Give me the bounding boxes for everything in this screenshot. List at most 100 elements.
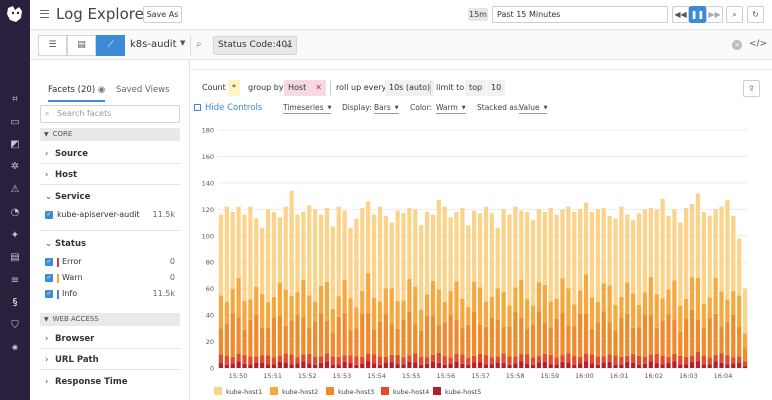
bar-segment-kube-host3 <box>678 331 683 356</box>
bar-segment-kube-host4 <box>301 354 306 362</box>
chevron-down-icon[interactable]: ▼ <box>180 39 186 47</box>
security-icon[interactable]: ⛉ <box>11 320 19 331</box>
back-icon[interactable]: ◀◀ <box>672 6 689 23</box>
bar-segment-kube-host2 <box>348 298 353 331</box>
close-icon[interactable]: ✕ <box>315 83 322 92</box>
list-view-button[interactable]: ☰ <box>38 35 67 56</box>
facet-group-service[interactable]: ⌄ Service <box>45 192 90 202</box>
analytics-view-button[interactable]: ⟋ <box>96 35 125 56</box>
remove-filter-icon[interactable]: × <box>284 41 291 50</box>
hide-controls-toggle[interactable]: Hide Controls <box>194 103 262 113</box>
monitor-icon[interactable]: ▭ <box>10 117 20 128</box>
display-selector[interactable]: Bars ▼ <box>374 103 399 114</box>
stacked-value: Value <box>519 103 540 112</box>
facet-item-label: Warn <box>62 273 83 282</box>
tab-saved-views[interactable]: Saved Views <box>116 85 170 95</box>
bar-segment-kube-host4 <box>460 354 465 364</box>
code-view-icon[interactable]: </> <box>749 39 768 49</box>
measure-selector[interactable]: * <box>228 80 240 96</box>
checkbox-checked-icon[interactable]: ✓ <box>45 211 53 219</box>
bar-segment-kube-host3 <box>589 328 595 355</box>
bar-segment-kube-host2 <box>424 294 430 316</box>
binoculars-icon[interactable]: ⌗ <box>12 94 18 105</box>
bar-segment-kube-host4 <box>513 356 518 364</box>
bar-segment-kube-host2 <box>242 301 247 330</box>
clear-query-icon[interactable]: × <box>732 40 742 50</box>
bar-segment-kube-host2 <box>725 299 730 322</box>
bar-segment-kube-host1 <box>678 222 683 306</box>
refresh-icon[interactable]: ↻ <box>747 6 764 23</box>
bar-segment-kube-host3 <box>536 311 542 357</box>
alert-icon[interactable]: ⚠ <box>10 184 20 195</box>
facet-group-response-time[interactable]: › Response Time <box>45 377 127 387</box>
pattern-view-button[interactable]: ▤ <box>67 35 96 56</box>
divider <box>40 369 180 370</box>
time-shortcut-chip[interactable]: 15m <box>468 8 488 21</box>
facet-group-status[interactable]: ⌄ Status <box>45 239 86 249</box>
bar-segment-kube-host5 <box>660 364 665 368</box>
bar-segment-kube-host4 <box>448 357 453 364</box>
apm-icon[interactable]: ◔ <box>10 207 20 218</box>
checkbox-checked-icon[interactable]: ✓ <box>45 258 53 266</box>
pause-icon[interactable]: ❚❚ <box>689 6 706 23</box>
notebook-icon[interactable]: ▤ <box>10 252 20 263</box>
y-tick-label: 100 <box>202 232 214 240</box>
facet-group-host[interactable]: › Host <box>45 170 77 180</box>
facet-group-browser[interactable]: › Browser <box>45 334 94 344</box>
bar-segment-kube-host5 <box>472 362 477 368</box>
section-core[interactable]: ▼ CORE <box>40 128 180 141</box>
rollup-selector[interactable]: 10s (auto) <box>385 80 435 96</box>
group-by-field[interactable]: Host ✕ <box>284 80 326 96</box>
bar-segment-kube-host2 <box>737 295 742 328</box>
chevron-right-icon: › <box>45 334 49 344</box>
analytics-main: Count * group by Host ✕ roll up every 10… <box>190 60 772 400</box>
bar-segment-kube-host3 <box>701 327 706 356</box>
export-icon[interactable]: ⇪ <box>743 80 760 97</box>
bar-segment-kube-host3 <box>413 324 418 354</box>
eye-icon[interactable]: ◉ <box>97 85 106 95</box>
time-range-selector[interactable]: Past 15 Minutes <box>492 6 668 23</box>
save-as-button[interactable]: Save As <box>143 6 182 23</box>
chevron-down-icon: ▼ <box>44 316 49 323</box>
datadog-logo-icon[interactable] <box>4 3 26 25</box>
bar-segment-kube-host4 <box>731 357 736 364</box>
bar-segment-kube-host4 <box>377 356 383 365</box>
bar-segment-kube-host4 <box>607 354 612 362</box>
limit-value-input[interactable]: 10 <box>487 80 506 96</box>
logs-icon[interactable]: § <box>12 297 18 308</box>
forward-icon[interactable]: ▶▶ <box>706 6 723 23</box>
bar-segment-kube-host3 <box>601 311 606 357</box>
checkbox-checked-icon[interactable]: ✓ <box>45 290 53 298</box>
infrastructure-icon[interactable]: ✲ <box>10 161 20 172</box>
section-web-access[interactable]: ▼ WEB ACCESS <box>40 313 180 326</box>
bar-segment-kube-host4 <box>224 355 229 365</box>
filter-pill[interactable]: Status Code:401 × <box>213 36 297 55</box>
search-facets-input[interactable]: ⌕ Search facets <box>40 105 180 123</box>
facet-group-url-path[interactable]: › URL Path <box>45 355 99 365</box>
color-selector[interactable]: Warm ▼ <box>436 103 466 114</box>
facet-group-source[interactable]: › Source <box>45 149 88 159</box>
bar-segment-kube-host2 <box>589 297 595 329</box>
bar-segment-kube-host4 <box>554 357 559 365</box>
settings-icon[interactable]: ✷ <box>10 343 20 354</box>
bar-segment-kube-host1 <box>642 209 648 293</box>
integrations-icon[interactable]: ✦ <box>10 230 20 241</box>
checkbox-checked-icon[interactable]: ✓ <box>45 274 53 282</box>
tab-facets[interactable]: Facets (20) ◉ <box>48 85 106 102</box>
index-selector[interactable]: k8s-audit <box>130 39 177 50</box>
bar-segment-kube-host3 <box>648 314 653 355</box>
metrics-icon[interactable]: ≡ <box>10 275 20 286</box>
search-icon[interactable]: ⌕ <box>726 6 743 23</box>
viz-type-selector[interactable]: Timeseries ▼ <box>283 103 332 114</box>
bar-segment-kube-host5 <box>566 362 571 368</box>
bar-segment-kube-host4 <box>689 355 695 362</box>
bar-segment-kube-host1 <box>265 209 271 303</box>
menu-icon[interactable] <box>40 10 49 18</box>
aggregation-selector[interactable]: Count <box>202 83 226 92</box>
bar-segment-kube-host3 <box>519 317 524 355</box>
stacked-selector[interactable]: Value ▼ <box>519 103 548 114</box>
y-tick-label: 0 <box>210 365 214 373</box>
limit-direction-selector[interactable]: top <box>465 80 487 96</box>
dashboard-icon[interactable]: ◩ <box>10 139 20 150</box>
bar-segment-kube-host5 <box>530 364 536 368</box>
